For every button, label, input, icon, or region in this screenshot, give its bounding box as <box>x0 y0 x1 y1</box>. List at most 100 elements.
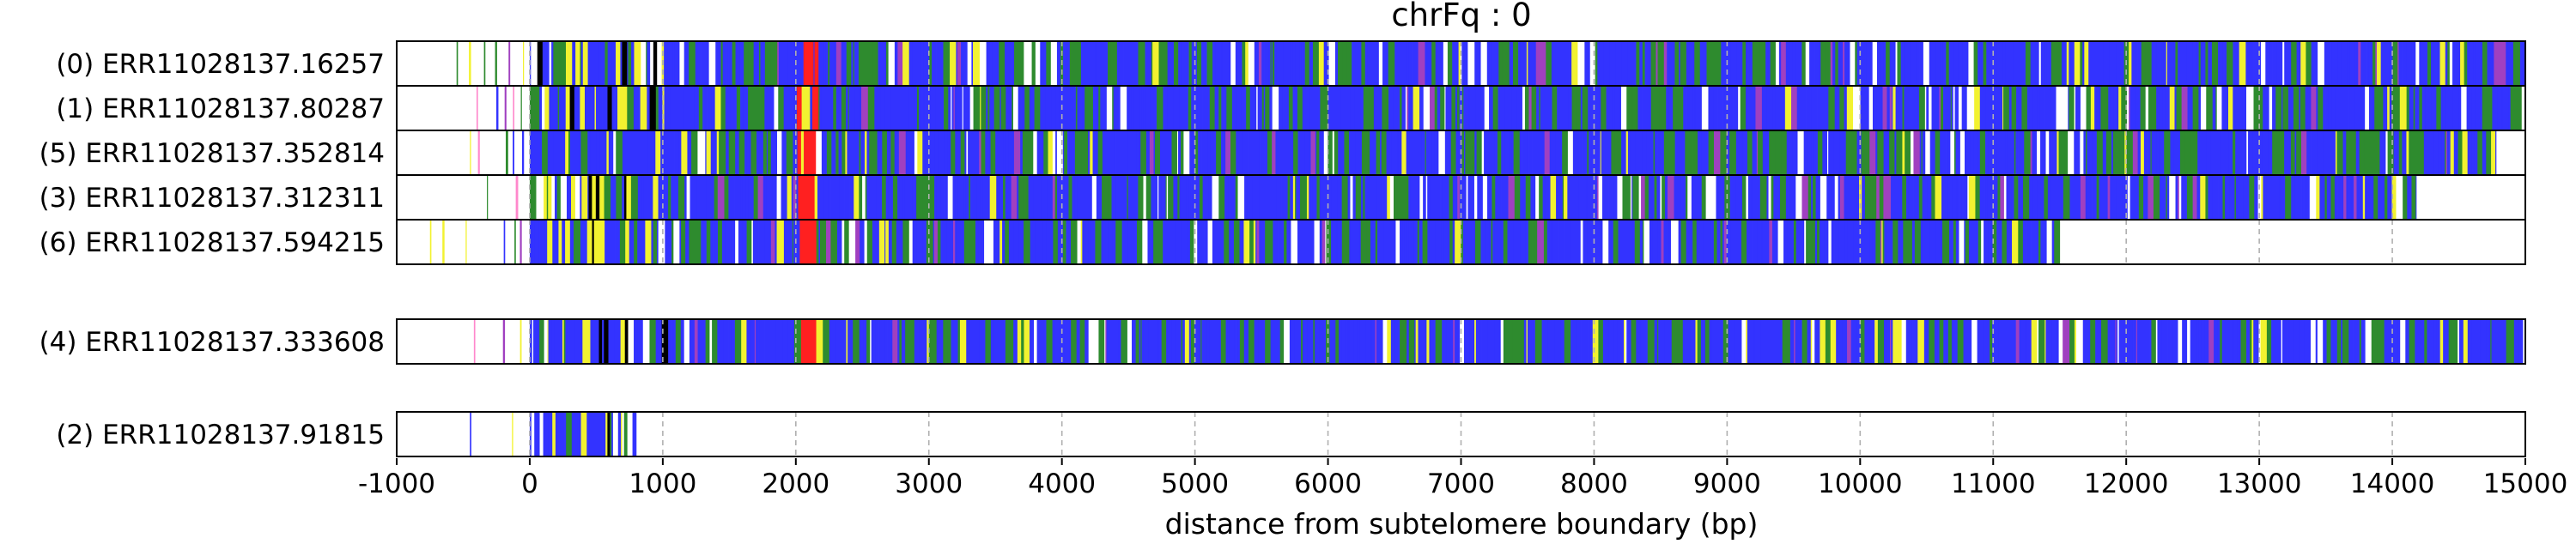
read-segment <box>646 42 647 85</box>
read-segment <box>1201 131 1209 174</box>
read-segment <box>1425 131 1427 174</box>
read-segment <box>1618 221 1623 263</box>
read-segment <box>1072 320 1078 363</box>
read-segment <box>1145 87 1151 130</box>
read-segment <box>1319 320 1327 363</box>
read-segment <box>1955 221 1959 263</box>
read-segment <box>2126 131 2134 174</box>
read-segment <box>956 42 958 85</box>
read-segment <box>1082 87 1085 130</box>
read-segment <box>2018 176 2024 219</box>
read-segment <box>1484 131 1488 174</box>
read-segment <box>1794 320 1796 363</box>
read-segment <box>580 221 588 263</box>
read-segment <box>1535 42 1542 85</box>
read-segment <box>1312 42 1320 85</box>
read-segment <box>1974 221 1979 263</box>
read-segment <box>2122 176 2129 219</box>
read-segment <box>1835 42 1839 85</box>
read-segment <box>991 221 994 263</box>
read-segment <box>529 176 537 219</box>
read-segment <box>2482 42 2484 85</box>
read-segment <box>2047 176 2050 219</box>
read-segment <box>2417 320 2421 363</box>
read-segment <box>1792 131 1798 174</box>
read-segment <box>1024 221 1025 263</box>
read-segment <box>1011 176 1018 219</box>
read-segment <box>1463 320 1470 363</box>
read-segment <box>1466 176 1468 219</box>
read-segment <box>2127 176 2131 219</box>
read-segment <box>783 87 788 130</box>
read-segment <box>1064 87 1072 130</box>
read-segment <box>1839 87 1844 130</box>
read-segment <box>909 320 912 363</box>
read-segment <box>1580 221 1583 263</box>
read-segment <box>995 320 1001 363</box>
read-segment <box>1449 176 1454 219</box>
read-segment <box>2370 131 2377 174</box>
read-segment <box>2025 42 2032 85</box>
read-segment <box>1307 320 1314 363</box>
read-segment <box>1376 131 1379 174</box>
read-segment <box>549 87 553 130</box>
read-segment <box>857 320 860 363</box>
read-segment <box>1728 320 1733 363</box>
read-segment <box>2030 131 2032 174</box>
read-segment <box>2268 131 2273 174</box>
read-segment <box>1853 87 1856 130</box>
read-segment <box>1408 320 1415 363</box>
read-segment <box>696 176 702 219</box>
read-segment <box>2239 320 2241 363</box>
read-segment <box>1716 221 1721 263</box>
read-segment <box>936 176 941 219</box>
read-segment <box>2143 176 2148 219</box>
read-segment <box>689 320 696 363</box>
read-segment <box>2453 320 2458 363</box>
read-segment <box>2068 87 2069 130</box>
read-segment <box>1387 320 1392 363</box>
read-segment <box>776 176 781 219</box>
read-segment <box>2355 131 2360 174</box>
read-segment <box>1249 221 1255 263</box>
read-segment <box>2311 42 2318 85</box>
read-segment <box>1891 320 1893 363</box>
read-segment <box>1684 320 1691 363</box>
read-segment <box>1654 320 1658 363</box>
read-segment <box>1346 42 1351 85</box>
read-segment <box>1650 87 1654 130</box>
read-segment <box>1321 87 1328 130</box>
read-segment <box>2513 320 2520 363</box>
read-segment <box>792 221 794 263</box>
read-segment <box>1318 42 1322 85</box>
read-segment <box>1543 221 1548 263</box>
read-segment <box>1587 176 1592 219</box>
read-segment <box>1923 320 1929 363</box>
read-segment <box>1726 131 1730 174</box>
read-segment <box>652 131 656 174</box>
read-segment <box>1978 42 1983 85</box>
read-segment <box>1256 221 1260 263</box>
read-segment <box>1244 176 1248 219</box>
read-segment <box>1537 221 1545 263</box>
read-segment <box>2437 42 2440 85</box>
read-segment <box>483 41 486 86</box>
read-segment <box>1753 320 1756 363</box>
read-segment <box>1034 87 1041 130</box>
read-segment <box>1264 42 1269 85</box>
read-segment <box>2173 42 2176 85</box>
read-segment <box>2305 87 2312 130</box>
read-segment <box>848 320 854 363</box>
read-segment <box>1640 320 1649 363</box>
read-segment <box>1778 42 1782 85</box>
read-segment <box>2305 176 2307 219</box>
read-segment <box>845 131 848 174</box>
read-segment <box>1052 176 1056 219</box>
read-segment <box>1030 320 1032 363</box>
read-segment <box>1986 42 1991 85</box>
read-segment <box>2133 320 2136 363</box>
read-segment <box>1247 87 1251 130</box>
read-segment <box>1630 42 1635 85</box>
read-segment <box>2421 87 2426 130</box>
